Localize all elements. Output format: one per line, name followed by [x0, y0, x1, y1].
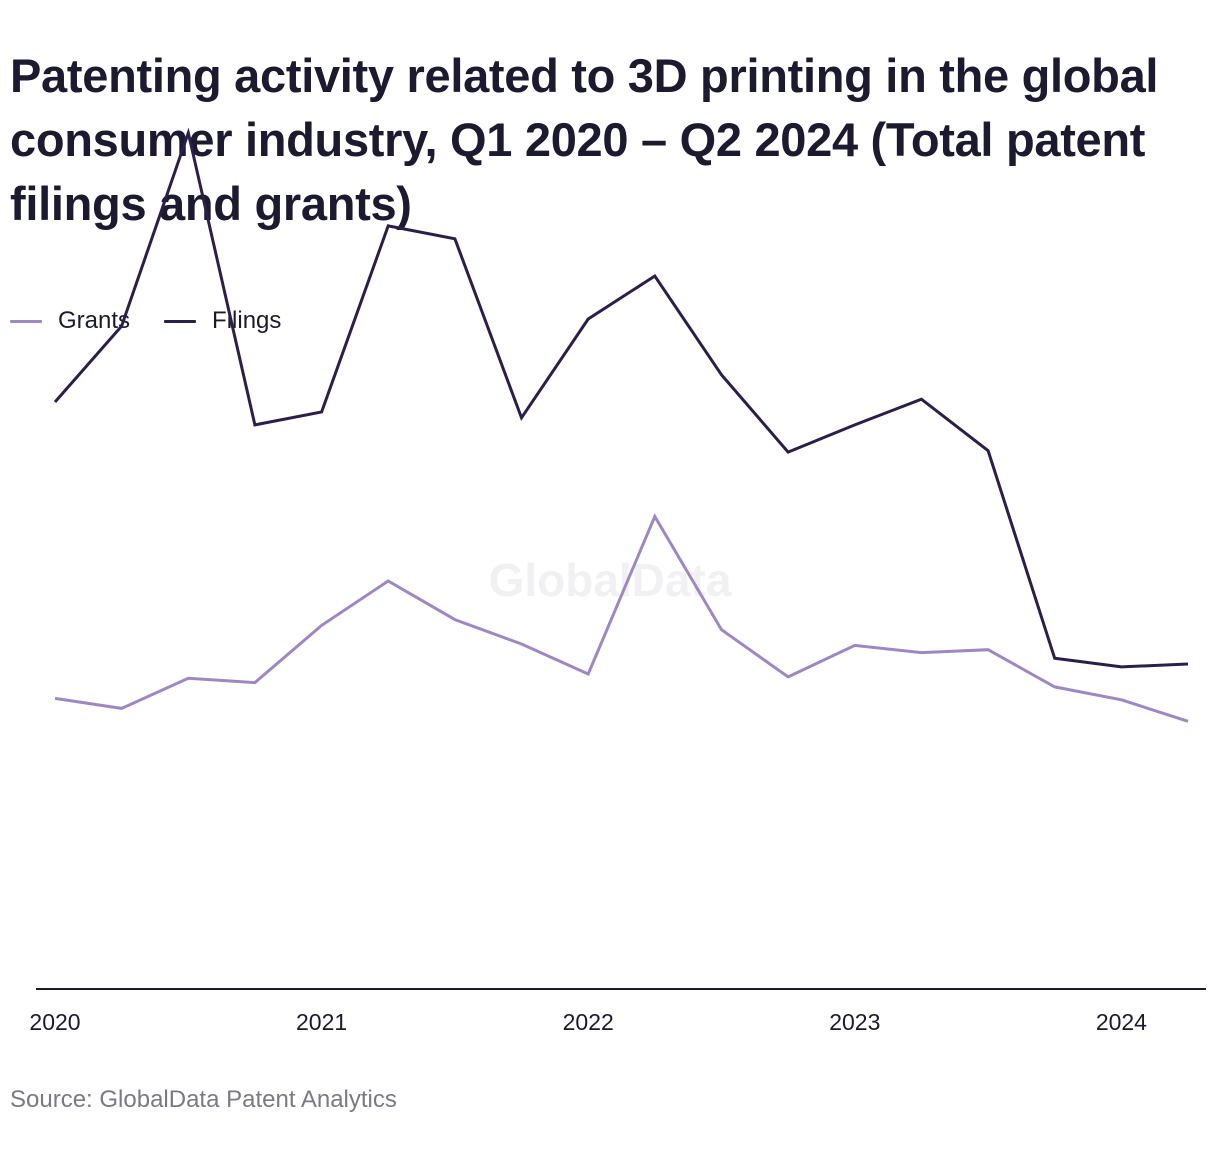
legend-item-filings: Filings: [164, 307, 281, 335]
legend-label-filings: Filings: [212, 307, 282, 334]
x-tick-labels: 2020 2021 2022 2023 2024: [29, 1009, 1147, 1035]
x-tick-label: 2021: [296, 1009, 347, 1035]
x-tick-label: 2023: [829, 1009, 880, 1035]
source-note: Source: GlobalData Patent Analytics: [10, 1086, 397, 1113]
watermark: GlobalData: [489, 554, 732, 606]
x-tick-label: 2024: [1096, 1009, 1147, 1035]
line-chart: GlobalData 2020 2021 2022 2023 2024: [29, 127, 1206, 1035]
series-line-filings: [53, 127, 1189, 669]
series-layer: [53, 127, 1189, 723]
legend-swatch-filings: [164, 319, 197, 323]
x-tick-label: 2022: [563, 1009, 614, 1035]
x-tick-label: 2020: [29, 1009, 80, 1035]
legend-swatch-grants: [10, 319, 42, 323]
chart-legend: Grants Filings: [10, 306, 315, 336]
chart-title: Patenting activity related to 3D printin…: [10, 49, 1159, 230]
series-line-grants: [54, 513, 1189, 723]
